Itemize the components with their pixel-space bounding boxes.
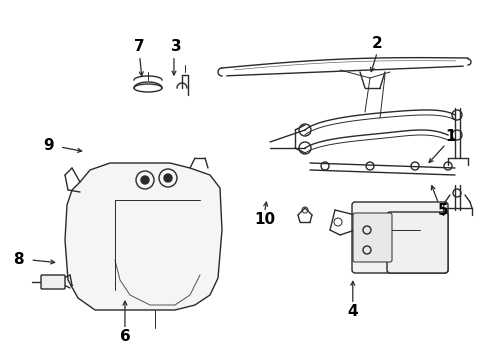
Text: 9: 9: [44, 138, 54, 153]
Text: 6: 6: [120, 329, 130, 344]
FancyBboxPatch shape: [353, 213, 392, 262]
Circle shape: [141, 176, 149, 184]
FancyBboxPatch shape: [352, 202, 448, 273]
Circle shape: [164, 174, 172, 182]
Text: 8: 8: [13, 252, 24, 267]
Text: 2: 2: [372, 36, 383, 51]
Text: 10: 10: [254, 212, 275, 227]
Text: 4: 4: [347, 304, 358, 319]
Text: 7: 7: [134, 39, 145, 54]
Text: 5: 5: [438, 203, 449, 218]
Text: 3: 3: [171, 39, 182, 54]
FancyBboxPatch shape: [387, 212, 448, 273]
FancyBboxPatch shape: [41, 275, 65, 289]
Text: 1: 1: [445, 129, 456, 144]
Polygon shape: [65, 163, 222, 310]
